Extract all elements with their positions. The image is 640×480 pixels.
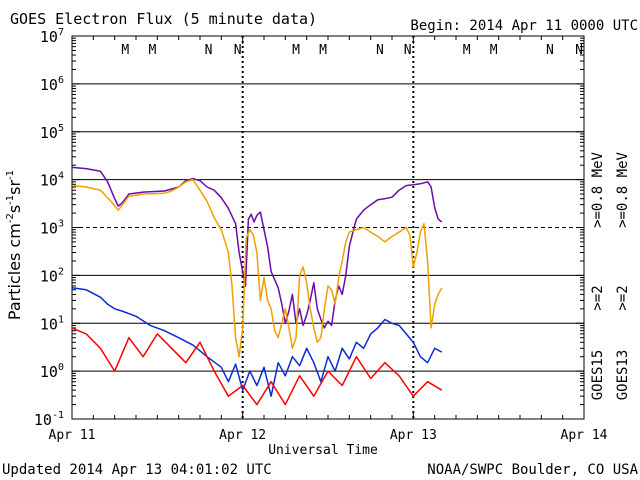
ylabel-exp-3: -1 (5, 170, 16, 180)
mn-marker: N (376, 43, 384, 58)
y-tick-label: 103 (40, 219, 64, 238)
y-tick-label: 10-1 (34, 410, 64, 429)
y-tick-label: 107 (40, 27, 64, 46)
ylabel-exp-2: -1 (5, 195, 16, 205)
ylabel-unit-s: s (5, 205, 24, 213)
svg-text:Particles cm-2s-1sr-1: Particles cm-2s-1sr-1 (5, 170, 24, 320)
mn-marker: N (234, 43, 242, 58)
y-tick-label: 106 (40, 75, 64, 94)
x-tick-label: Apr 14 (561, 428, 608, 443)
ylabel-unit-sr: sr (5, 180, 24, 195)
plot-area (71, 35, 585, 420)
source-credit: NOAA/SWPC Boulder, CO USA (427, 462, 638, 478)
series-line (71, 166, 443, 329)
chart-title: GOES Electron Flux (5 minute data) (10, 10, 317, 28)
y-tick-label: 104 (40, 171, 64, 190)
ylabel-exp-1: -2 (5, 213, 16, 223)
ylabel-base: Particles cm (5, 223, 24, 320)
series-line (71, 287, 443, 397)
legend-bottom-blue: >=2 (590, 285, 606, 310)
mn-marker: N (575, 43, 583, 58)
y-axis-label: Particles cm-2s-1sr-1 (5, 170, 24, 320)
x-tick-label: Apr 13 (390, 428, 437, 443)
mn-marker: M (490, 43, 498, 58)
legend-top-purple: >=0.8 MeV (590, 152, 606, 228)
y-tick-label: 102 (40, 266, 64, 285)
mn-marker: M (121, 43, 129, 58)
mn-marker: M (292, 43, 300, 58)
x-axis: Apr 11 Apr 12 Apr 13 Apr 14 (49, 36, 608, 443)
series-layer (71, 166, 443, 406)
x-axis-label: Universal Time (268, 443, 378, 458)
updated-time: Updated 2014 Apr 13 04:01:02 UTC (2, 462, 272, 478)
y-tick-label: 100 (40, 362, 64, 381)
legend-right: >=0.8 MeV >=0.8 MeV >=2 >=2 GOES15 GOES1… (590, 152, 631, 401)
mn-marker: N (404, 43, 412, 58)
mn-marker: M (463, 43, 471, 58)
mn-marker: N (546, 43, 554, 58)
x-tick-label: Apr 12 (219, 428, 266, 443)
mn-marker: M (148, 43, 156, 58)
y-axis: 107 106 105 104 103 102 101 100 10-1 (34, 27, 584, 429)
legend-sat-goes13: GOES13 (615, 350, 631, 401)
legend-bottom-red: >=2 (615, 285, 631, 310)
y-tick-label: 105 (40, 123, 64, 142)
mn-marker: M (319, 43, 327, 58)
legend-top-orange: >=0.8 MeV (615, 152, 631, 228)
legend-sat-goes15: GOES15 (590, 350, 606, 401)
series-line (71, 178, 443, 358)
y-tick-label: 101 (40, 314, 64, 333)
series-line (71, 327, 443, 406)
x-tick-label: Apr 11 (49, 428, 96, 443)
mn-marker: N (205, 43, 213, 58)
begin-time: Begin: 2014 Apr 11 0000 UTC (410, 18, 638, 34)
